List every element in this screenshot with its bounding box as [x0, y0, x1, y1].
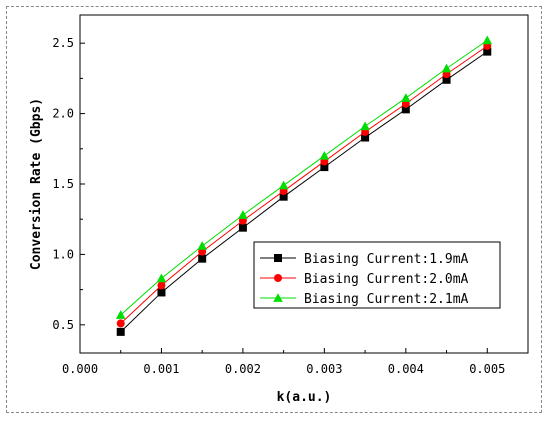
x-tick-label: 0.000: [62, 362, 98, 376]
data-point: [198, 254, 207, 263]
x-tick-label: 0.005: [469, 362, 505, 376]
data-point: [238, 210, 248, 219]
data-point: [319, 151, 330, 160]
x-tick-label: 0.003: [306, 362, 342, 376]
y-axis: 0.5 1.0 1.5 2.0 2.5: [52, 36, 85, 332]
data-point: [441, 63, 452, 73]
data-point: [483, 47, 492, 56]
data-point: [157, 281, 166, 290]
series-line: [120, 39, 488, 316]
data-point: [157, 288, 166, 297]
y-tick-label: 1.0: [52, 247, 74, 261]
legend-marker: [274, 254, 282, 262]
series-line: [120, 45, 488, 324]
data-point: [116, 319, 125, 328]
data-point: [156, 273, 167, 283]
data-point: [360, 121, 370, 131]
data-point: [279, 192, 288, 201]
figure-frame: [6, 6, 542, 413]
series-1: [116, 47, 492, 336]
legend-box: [253, 241, 501, 309]
series-line: [120, 51, 488, 333]
data-point: [401, 93, 411, 102]
data-point: [442, 75, 451, 84]
data-point: [238, 223, 247, 232]
legend-label: Biasing Current:2.1mA: [304, 292, 469, 307]
legend-marker: [273, 293, 283, 302]
data-point: [278, 180, 289, 190]
series-3: [115, 35, 493, 319]
legend-label: Biasing Current:1.9mA: [304, 252, 469, 267]
legend-label: Biasing Current:2.0mA: [304, 272, 469, 287]
legend-marker: [274, 274, 282, 282]
data-point: [482, 35, 493, 45]
y-tick-label: 2.0: [52, 107, 74, 121]
data-point: [320, 163, 329, 172]
data-point: [401, 105, 410, 114]
x-axis: 0.000 0.001 0.002 0.003 0.004 0.005: [62, 348, 505, 376]
x-tick-label: 0.004: [388, 362, 424, 376]
x-tick-label: 0.002: [225, 362, 261, 376]
data-point: [361, 133, 370, 142]
x-axis-title: k(a.u.): [277, 390, 332, 405]
y-axis-title: Conversion Rate (Gbps): [29, 98, 44, 270]
x-tick-label: 0.001: [143, 362, 179, 376]
series-layer: [115, 35, 493, 336]
y-tick-label: 0.5: [52, 318, 74, 332]
data-point: [115, 310, 126, 319]
y-tick-label: 2.5: [52, 36, 74, 50]
y-tick-label: 1.5: [52, 177, 74, 191]
legend: Biasing Current:1.9mA Biasing Current:2.0…: [253, 241, 501, 309]
data-point: [116, 327, 125, 336]
data-point: [197, 241, 207, 250]
